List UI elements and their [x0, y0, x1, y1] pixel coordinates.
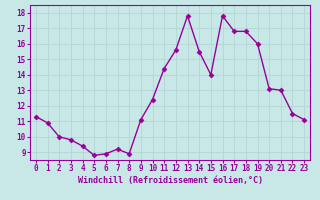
- X-axis label: Windchill (Refroidissement éolien,°C): Windchill (Refroidissement éolien,°C): [77, 176, 262, 185]
